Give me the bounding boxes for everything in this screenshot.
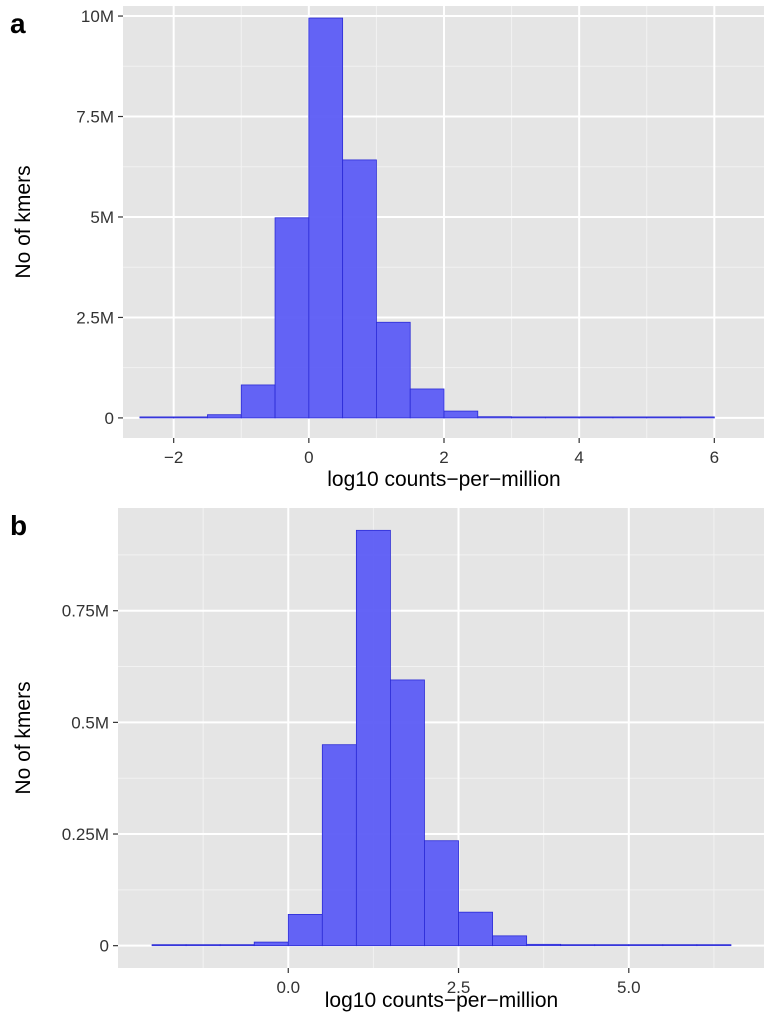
x-axis-title-a: log10 counts−per−million (327, 468, 560, 491)
histogram-bar (594, 944, 630, 947)
histogram-bars-b (151, 529, 732, 947)
histogram-bar (274, 217, 310, 419)
histogram-bar (578, 416, 614, 419)
histogram-bar (696, 944, 732, 947)
chart-panel-a: a −2 0 2 4 6 0 2.5M 5M 7.5M 10M log10 counts−per… (10, 6, 764, 491)
y-axis-title-b: No of kmers (12, 681, 35, 794)
x-axis-ticks-b: 0.0 2.5 5.0 (276, 968, 641, 997)
histogram-bar (662, 944, 698, 947)
histogram-bar (477, 416, 512, 419)
histogram-bar (321, 744, 357, 947)
x-tick-label: 2.5 (447, 978, 471, 997)
histogram-bar (185, 944, 221, 947)
histogram-bar (287, 914, 323, 947)
panel-label-a: a (10, 8, 26, 39)
x-tick-label: 6 (710, 448, 719, 467)
y-tick-label: 7.5M (76, 108, 114, 127)
histogram-bar (151, 944, 187, 947)
histogram-bar (219, 944, 255, 947)
histogram-bar (207, 414, 242, 419)
x-tick-label: −2 (164, 448, 183, 467)
histogram-bar (612, 416, 648, 419)
x-tick-label: 4 (574, 448, 583, 467)
histogram-bar (376, 321, 411, 419)
histogram-bar (240, 384, 276, 419)
histogram-bar (443, 410, 479, 419)
histogram-bar (424, 840, 459, 947)
x-axis-title-b: log10 counts−per−million (325, 989, 558, 1012)
chart-panel-b: b 0.0 2.5 5.0 0 0.25M 0.5M 0.75M log10 counts… (10, 508, 764, 1012)
histogram-bar (139, 416, 175, 419)
y-axis-ticks-b: 0 0.25M 0.5M 0.75M (62, 602, 118, 956)
histogram-bar (355, 529, 391, 947)
histogram-bar (308, 17, 344, 419)
histogram-bar (544, 416, 580, 419)
y-tick-label: 2.5M (76, 308, 114, 327)
x-tick-label: 0.0 (276, 978, 300, 997)
y-tick-label: 0.25M (62, 825, 109, 844)
histogram-bar (342, 159, 377, 419)
y-tick-label: 5M (90, 208, 114, 227)
panel-label-b: b (10, 510, 27, 541)
histogram-bar (646, 416, 681, 419)
histogram-bar (390, 679, 425, 947)
histogram-bar (409, 388, 445, 419)
x-axis-ticks-a: −2 0 2 4 6 (164, 438, 719, 467)
y-tick-label: 0 (100, 937, 109, 956)
histogram-bar (680, 416, 715, 419)
histogram-bar (458, 911, 493, 947)
y-tick-label: 0.75M (62, 602, 109, 621)
histogram-bars-a (139, 17, 715, 419)
histogram-bar (173, 416, 208, 419)
x-tick-label: 2 (439, 448, 448, 467)
histogram-bar (560, 944, 596, 947)
histogram-bar (628, 944, 664, 947)
histogram-bar (511, 416, 546, 419)
y-tick-label: 0.5M (71, 713, 109, 732)
histogram-bar (253, 941, 289, 947)
y-axis-title-a: No of kmers (12, 165, 35, 278)
y-tick-label: 0 (105, 409, 114, 428)
y-axis-ticks-a: 0 2.5M 5M 7.5M 10M (76, 7, 123, 428)
y-tick-label: 10M (81, 7, 114, 26)
x-tick-label: 0 (304, 448, 313, 467)
histogram-bar (492, 935, 528, 947)
histogram-bar (526, 943, 562, 947)
x-tick-label: 5.0 (617, 978, 641, 997)
